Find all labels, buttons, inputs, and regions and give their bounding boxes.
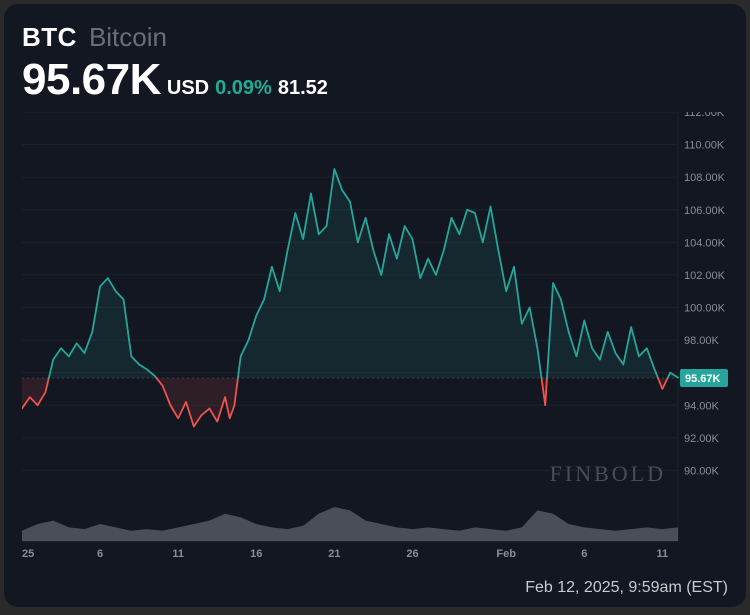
price-tag-label: 95.67K [685, 373, 721, 385]
y-tick-label: 104.00K [684, 237, 726, 249]
x-tick-label: 6 [97, 548, 103, 560]
watermark: FINBOLD [550, 461, 666, 486]
x-tick-label: 21 [328, 548, 340, 560]
x-tick-label: 11 [172, 548, 184, 560]
change-percent: 0.09% [215, 77, 272, 100]
ticker-symbol: BTC [22, 22, 77, 53]
x-tick-label: 16 [250, 548, 262, 560]
y-tick-label: 98.00K [684, 335, 720, 347]
header-row-1: BTC Bitcoin [22, 22, 730, 53]
y-tick-label: 100.00K [684, 303, 726, 315]
y-tick-label: 108.00K [684, 172, 726, 184]
x-tick-label: 6 [581, 548, 587, 560]
y-tick-label: 110.00K [684, 140, 725, 152]
y-tick-label: 106.00K [684, 205, 726, 217]
last-price: 95.67K [22, 55, 161, 105]
header-row-2: 95.67K USD 0.09% 81.52 [22, 55, 730, 105]
x-tick-label: 2025 [22, 548, 34, 560]
asset-name: Bitcoin [89, 22, 167, 53]
y-tick-label: 102.00K [684, 270, 726, 282]
x-tick-label: 26 [406, 548, 418, 560]
timestamp-label: Feb 12, 2025, 9:59am (EST) [525, 579, 728, 597]
y-tick-label: 92.00K [684, 433, 720, 445]
x-tick-label: 11 [657, 548, 669, 560]
chart-svg[interactable]: 90.00K92.00K94.00K96.00K98.00K100.00K102… [22, 112, 730, 563]
y-tick-label: 112.00K [684, 112, 725, 119]
y-tick-label: 90.00K [684, 465, 720, 477]
y-tick-label: 94.00K [684, 400, 720, 412]
x-tick-label: Feb [496, 548, 516, 560]
currency-label: USD [167, 77, 209, 100]
change-absolute: 81.52 [278, 77, 328, 100]
price-chart-card: BTC Bitcoin 95.67K USD 0.09% 81.52 90.00… [4, 4, 746, 607]
volume-area [22, 507, 678, 541]
chart-container[interactable]: 90.00K92.00K94.00K96.00K98.00K100.00K102… [22, 112, 730, 563]
